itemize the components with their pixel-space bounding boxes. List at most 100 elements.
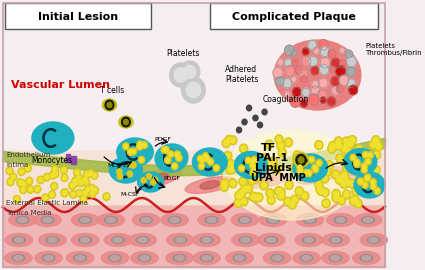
Circle shape (323, 201, 329, 206)
Ellipse shape (360, 255, 373, 262)
Ellipse shape (138, 168, 182, 188)
Circle shape (331, 76, 340, 86)
Ellipse shape (269, 218, 278, 222)
Circle shape (273, 165, 281, 174)
Ellipse shape (232, 234, 259, 247)
Circle shape (347, 56, 357, 67)
Circle shape (251, 194, 256, 200)
Circle shape (335, 175, 343, 184)
Ellipse shape (202, 238, 211, 242)
Circle shape (291, 76, 297, 83)
Circle shape (364, 153, 367, 157)
Circle shape (350, 154, 356, 161)
Text: PDGF: PDGF (154, 137, 171, 142)
Circle shape (333, 172, 338, 177)
Ellipse shape (46, 237, 59, 244)
Circle shape (42, 194, 48, 201)
Circle shape (354, 153, 359, 158)
Circle shape (360, 155, 368, 164)
Circle shape (11, 175, 15, 179)
Circle shape (51, 183, 58, 190)
Circle shape (309, 166, 317, 174)
Circle shape (286, 182, 292, 188)
Circle shape (34, 185, 41, 193)
Circle shape (249, 192, 258, 201)
Circle shape (164, 148, 168, 152)
Circle shape (52, 184, 56, 188)
Circle shape (320, 57, 330, 68)
Circle shape (371, 184, 375, 188)
Circle shape (325, 169, 330, 175)
Ellipse shape (129, 234, 156, 247)
Circle shape (311, 66, 319, 75)
Circle shape (344, 191, 349, 197)
Circle shape (18, 168, 25, 176)
Circle shape (364, 175, 370, 182)
Circle shape (28, 187, 32, 192)
Circle shape (361, 163, 368, 170)
Circle shape (105, 100, 114, 110)
Circle shape (369, 140, 377, 149)
Circle shape (347, 79, 355, 88)
Circle shape (83, 170, 90, 178)
Circle shape (334, 191, 339, 197)
Circle shape (103, 193, 110, 200)
Circle shape (349, 181, 354, 186)
Circle shape (297, 152, 306, 161)
Circle shape (15, 197, 19, 201)
Ellipse shape (354, 214, 382, 227)
Circle shape (43, 195, 47, 200)
Ellipse shape (274, 40, 361, 110)
Circle shape (260, 154, 268, 163)
Bar (71, 156, 76, 164)
Circle shape (308, 40, 317, 50)
Circle shape (177, 156, 181, 160)
Circle shape (366, 186, 371, 191)
Circle shape (291, 50, 297, 56)
Circle shape (327, 97, 336, 106)
Ellipse shape (239, 237, 252, 244)
Circle shape (251, 164, 255, 168)
Circle shape (285, 66, 295, 76)
Circle shape (297, 188, 302, 194)
Circle shape (327, 163, 332, 168)
Circle shape (43, 173, 50, 181)
Circle shape (346, 153, 351, 159)
Ellipse shape (193, 234, 220, 247)
Circle shape (21, 188, 25, 192)
Circle shape (371, 180, 375, 184)
Circle shape (234, 198, 242, 207)
Circle shape (321, 174, 329, 183)
Ellipse shape (110, 255, 119, 261)
Ellipse shape (42, 255, 55, 262)
Circle shape (320, 65, 329, 75)
Circle shape (122, 117, 130, 127)
Circle shape (374, 152, 379, 158)
Circle shape (79, 181, 83, 185)
Circle shape (205, 157, 209, 161)
Circle shape (299, 154, 304, 159)
Circle shape (14, 195, 20, 203)
Circle shape (252, 168, 256, 172)
Circle shape (368, 181, 377, 190)
Ellipse shape (138, 238, 147, 242)
Circle shape (319, 78, 328, 88)
Text: PDGF: PDGF (164, 176, 181, 181)
Circle shape (167, 150, 174, 157)
Ellipse shape (117, 138, 153, 166)
Ellipse shape (105, 217, 117, 224)
Circle shape (331, 58, 340, 68)
Ellipse shape (205, 217, 218, 224)
Ellipse shape (272, 255, 282, 261)
Circle shape (356, 147, 364, 156)
Ellipse shape (18, 218, 27, 222)
Ellipse shape (200, 181, 220, 189)
Circle shape (326, 161, 334, 170)
Circle shape (124, 119, 128, 125)
Circle shape (323, 167, 331, 177)
Circle shape (22, 182, 26, 186)
Circle shape (316, 184, 324, 193)
Circle shape (221, 179, 229, 188)
Ellipse shape (327, 214, 354, 227)
Circle shape (176, 153, 179, 156)
